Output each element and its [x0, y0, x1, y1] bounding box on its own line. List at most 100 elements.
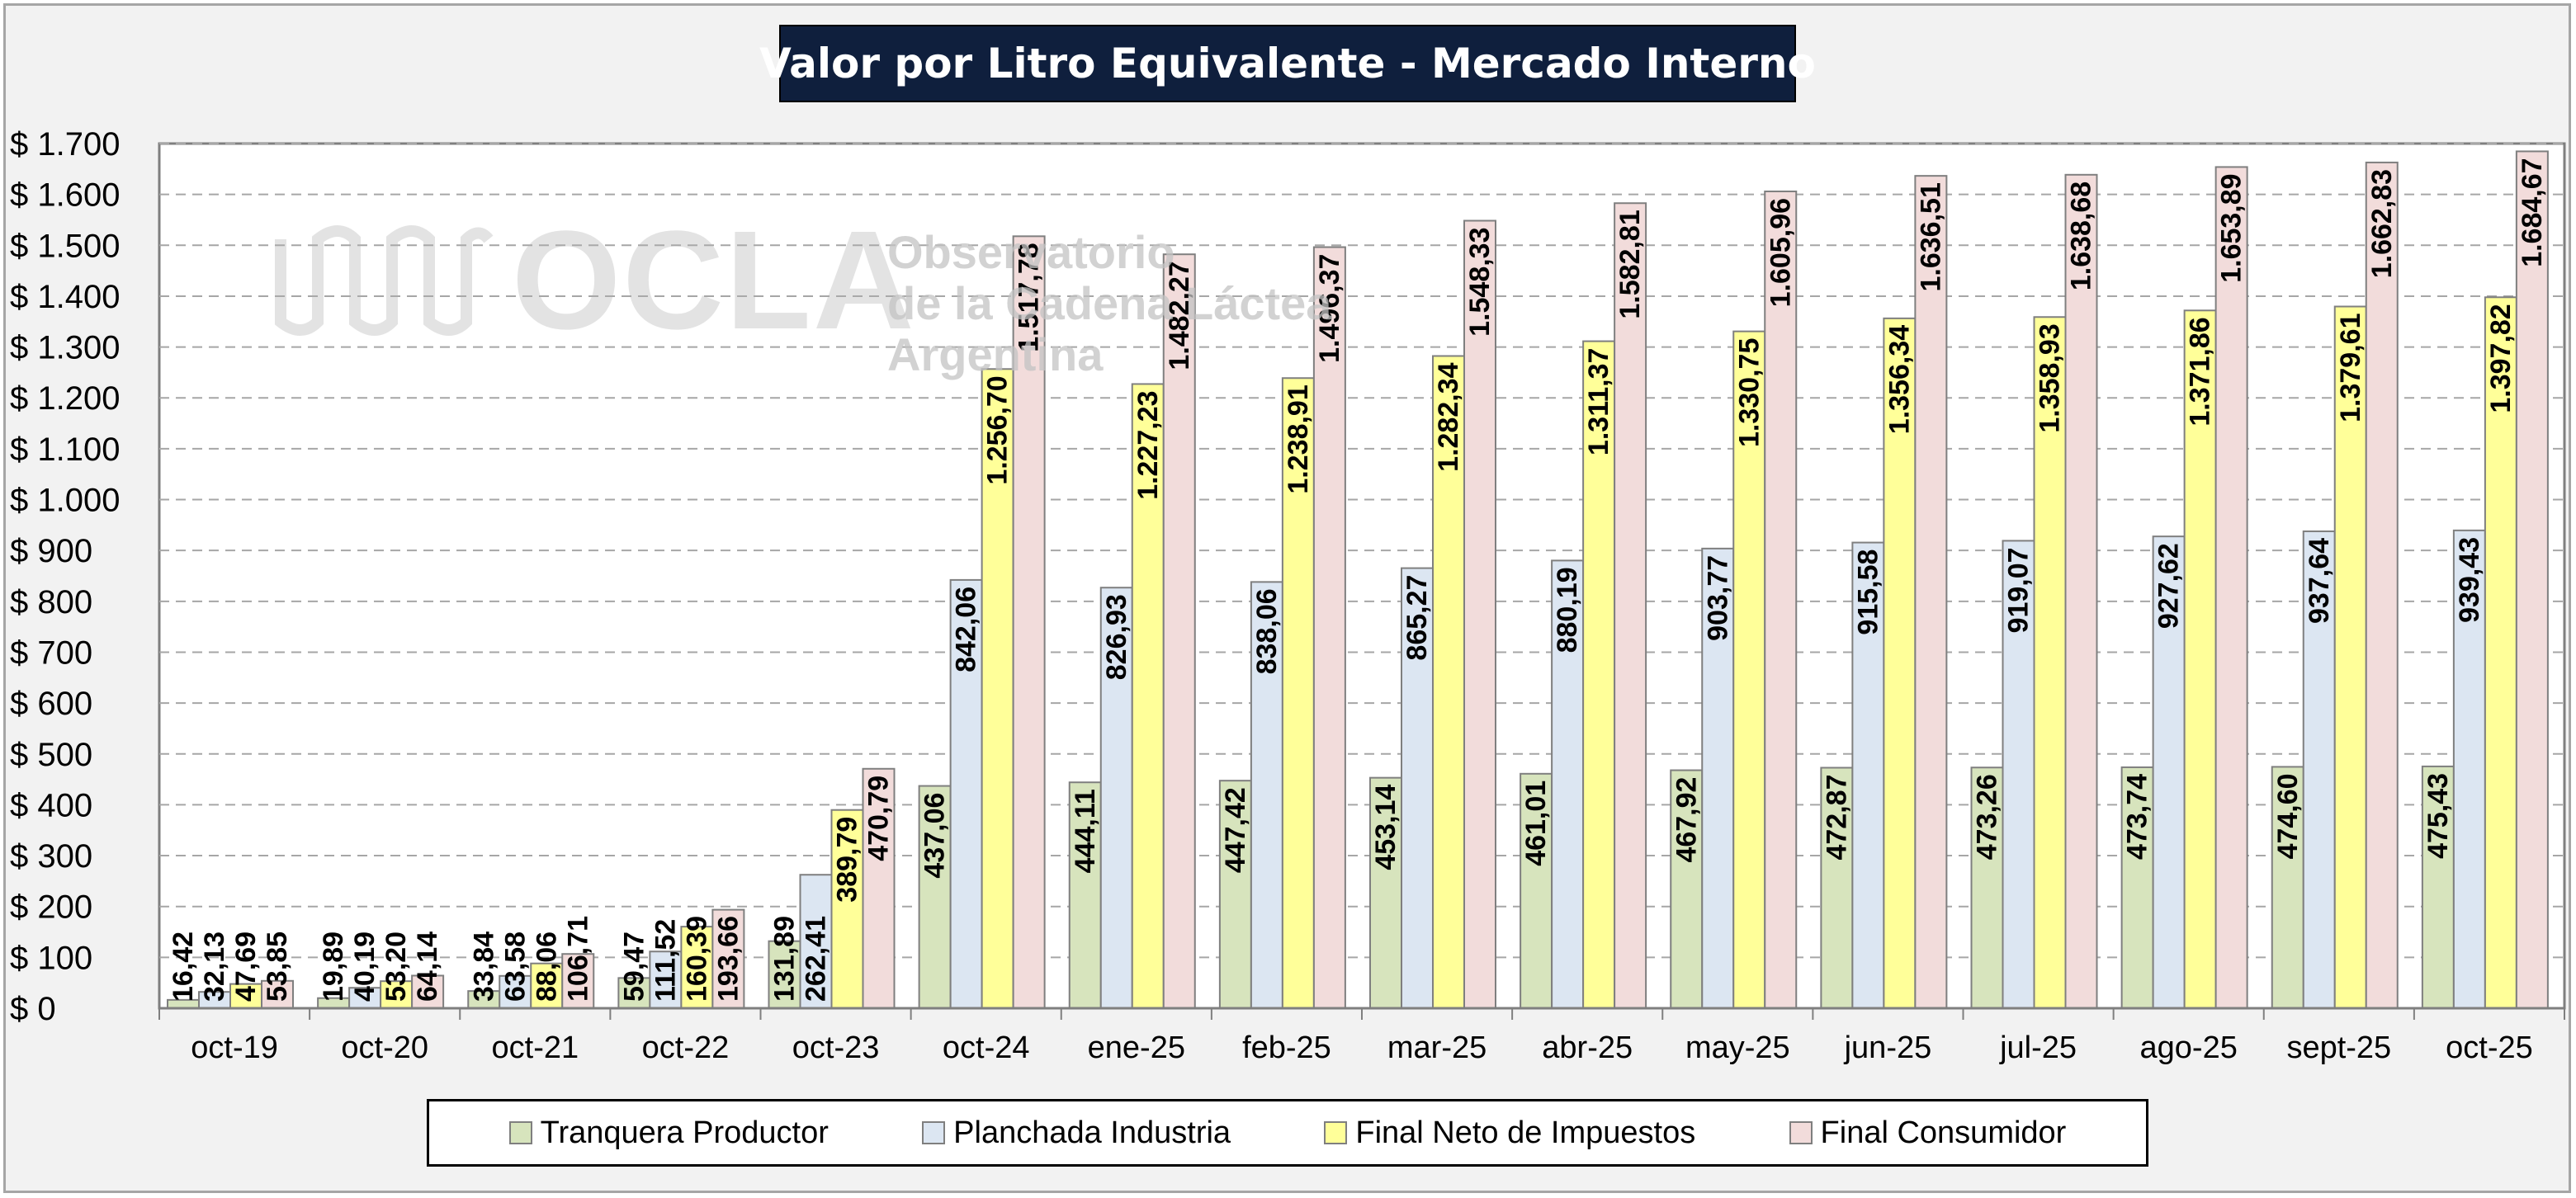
data-label: 444,11 [1070, 789, 1101, 873]
data-label: 40,19 [349, 932, 380, 1002]
x-tick-label: oct-24 [943, 1031, 1030, 1065]
data-label: 33,84 [468, 932, 499, 1002]
data-label: 473,26 [1972, 774, 2003, 860]
bar [1463, 219, 1496, 1009]
watermark-line-2: de la Cadena Láctea [887, 277, 1332, 329]
x-tick-label: oct-21 [492, 1031, 579, 1065]
ocla-watermark-subtitle: Observatorio de la Cadena Láctea Argenti… [887, 227, 1331, 380]
chart-title: Valor por Litro Equivalente - Mercado In… [759, 40, 1816, 87]
bar [1883, 317, 1917, 1010]
x-tick-label: abr-25 [1542, 1031, 1633, 1065]
data-label: 473,74 [2122, 774, 2153, 860]
data-label: 437,06 [919, 793, 951, 879]
data-label: 1.548,33 [1464, 228, 1496, 337]
y-tick-label: $ 800 [10, 584, 92, 620]
data-label: 53,20 [380, 932, 412, 1002]
bar [949, 578, 983, 1009]
data-label: 472,87 [1821, 774, 1852, 860]
data-label: 842,06 [951, 587, 982, 672]
data-label: 53,85 [262, 932, 293, 1002]
legend-label: Final Consumidor [1820, 1115, 2067, 1150]
y-tick-label: $ 100 [10, 940, 92, 976]
data-label: 865,27 [1401, 575, 1433, 661]
bar [2365, 161, 2399, 1010]
x-tick-label: ene-25 [1088, 1031, 1185, 1065]
data-label: 131,89 [769, 916, 801, 1002]
data-label: 447,42 [1220, 787, 1251, 873]
y-tick-label: $ 1.000 [10, 483, 120, 519]
data-label: 262,41 [801, 916, 832, 1002]
chart-legend: Tranquera Productor Planchada Industria … [427, 1099, 2148, 1167]
bar [2002, 540, 2035, 1009]
bar [2302, 530, 2336, 1009]
y-tick-label: $ 0 [10, 991, 56, 1027]
y-tick-label: $ 1.100 [10, 432, 120, 468]
x-tick-label: jul-25 [1999, 1031, 2077, 1065]
data-label: 1.356,34 [1884, 325, 1915, 434]
data-label: 1.330,75 [1733, 338, 1765, 447]
data-label: 1.517,78 [1014, 243, 1045, 351]
data-label: 1.638,68 [2066, 182, 2097, 290]
bar [1312, 246, 1346, 1009]
data-label: 1.282,34 [1433, 362, 1464, 471]
ocla-watermark: OCLA [272, 202, 916, 359]
data-label: 106,71 [562, 916, 593, 1002]
y-tick-label: $ 200 [10, 889, 92, 926]
bar [680, 926, 714, 1009]
data-label: 1.371,86 [2185, 317, 2216, 426]
data-label: 1.605,96 [1765, 198, 1796, 307]
data-label: 919,07 [2003, 547, 2035, 633]
data-label: 64,14 [412, 932, 443, 1002]
legend-item-planchada: Planchada Industria [922, 1115, 1231, 1151]
bar [2120, 766, 2154, 1010]
bar [1764, 190, 1798, 1009]
legend-label: Final Neto de Impuestos [1355, 1115, 1696, 1150]
y-tick-label: $ 500 [10, 737, 92, 773]
data-label: 474,60 [2272, 773, 2304, 859]
x-tick-label: oct-19 [191, 1031, 278, 1065]
bar [2452, 529, 2486, 1009]
chart-title-box: Valor por Litro Equivalente - Mercado In… [759, 25, 1816, 102]
y-tick-label: $ 1.400 [10, 279, 120, 315]
y-tick-label: $ 1.600 [10, 177, 120, 214]
bar [1099, 587, 1133, 1009]
y-tick-label: $ 600 [10, 686, 92, 722]
data-label: 16,42 [168, 932, 199, 1002]
data-label: 111,52 [650, 919, 681, 1002]
x-tick-label: feb-25 [1242, 1031, 1331, 1065]
data-label: 1.636,51 [1915, 182, 1946, 291]
bar [1162, 253, 1196, 1010]
y-tick-label: $ 700 [10, 634, 92, 671]
data-label: 193,66 [712, 916, 744, 1002]
bar [1131, 383, 1165, 1009]
data-label: 467,92 [1671, 777, 1702, 863]
data-label: 1.227,23 [1132, 390, 1164, 499]
legend-swatch [508, 1121, 532, 1144]
legend-label: Planchada Industria [953, 1115, 1231, 1150]
x-tick-label: oct-22 [642, 1031, 730, 1065]
data-label: 88,06 [531, 932, 562, 1002]
data-label: 1.662,83 [2366, 169, 2398, 278]
data-label: 59,47 [618, 932, 650, 1002]
data-label: 838,06 [1251, 588, 1283, 674]
data-label: 1.256,70 [982, 375, 1014, 484]
legend-swatch [922, 1121, 946, 1144]
x-tick-label: sept-25 [2286, 1031, 2391, 1065]
data-label: 1.311,37 [1583, 348, 1614, 455]
y-tick-label: $ 1.200 [10, 380, 120, 417]
data-label: 1.397,82 [2485, 304, 2517, 413]
data-label: 1.379,61 [2335, 314, 2366, 422]
data-label: 937,64 [2304, 538, 2335, 624]
x-tick-label: oct-23 [792, 1031, 880, 1065]
bar [411, 974, 445, 1010]
bar [1732, 330, 1766, 1009]
y-tick-label: $ 1.300 [10, 330, 120, 366]
data-label: 1.482,27 [1164, 261, 1195, 370]
legend-swatch [1789, 1121, 1813, 1144]
data-label: 1.582,81 [1614, 210, 1646, 318]
bar [617, 977, 651, 1010]
ocla-wave-logo-icon [275, 225, 494, 336]
data-label: 63,58 [499, 932, 531, 1002]
data-label: 160,39 [681, 916, 712, 1002]
data-label: 939,43 [2454, 537, 2485, 623]
